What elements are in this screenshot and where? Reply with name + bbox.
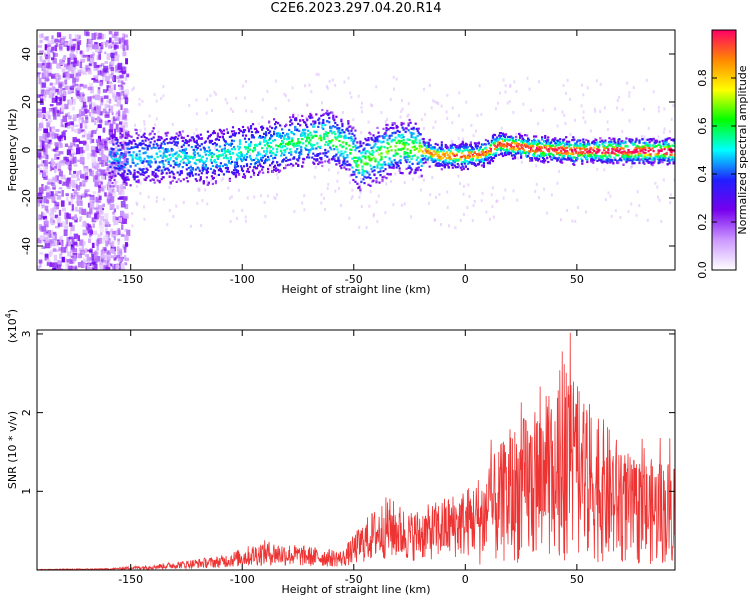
colorbar-tick-label: 0.0 — [696, 261, 709, 279]
spectrogram-x-tick-label: -150 — [118, 273, 143, 286]
snr-x-label: Height of straight line (km) — [281, 583, 430, 596]
snr-x-tick-label: -50 — [345, 573, 363, 586]
colorbar-ticks: 0.0 0.2 0.4 0.6 0.8 — [696, 69, 736, 279]
figure-title: C2E6.2023.297.04.20.R14 — [270, 1, 442, 16]
spectrogram-y-label: Frequency (Hz) — [6, 109, 19, 192]
spectrogram-x-tick-label: -50 — [345, 273, 363, 286]
spectrogram-y-tick-label: -20 — [20, 189, 33, 207]
snr-frame — [36, 329, 676, 571]
spectrogram-x-tick-label: 0 — [462, 273, 469, 286]
snr-multiplier-base: (x10 — [6, 318, 19, 343]
snr-panel: -150 -100 -50 0 50 1 2 3 Height of straight li… — [4, 309, 676, 596]
snr-series-line — [37, 332, 675, 570]
spectrogram-heatmap — [37, 30, 675, 270]
spectrogram-y-tick-label: 20 — [20, 95, 33, 109]
snr-y-tick-label: 1 — [20, 488, 33, 495]
spectrogram-x-label: Height of straight line (km) — [281, 283, 430, 296]
spectrogram-y-tick-label: 0 — [20, 147, 33, 154]
spectrogram-x-tick-label: -100 — [230, 273, 255, 286]
spectrogram-y-tick-label: -40 — [20, 237, 33, 255]
snr-y-tick-label: 2 — [20, 409, 33, 416]
spectrogram-y-tick-label: 40 — [20, 47, 33, 61]
spectrogram-x-tick-label: 50 — [570, 273, 584, 286]
colorbar-gradient — [711, 29, 737, 271]
snr-multiplier-exp: 4 — [4, 313, 13, 318]
colorbar-tick-label: 0.6 — [696, 117, 709, 135]
snr-x-tick-label: -100 — [230, 573, 255, 586]
snr-y-axis: 1 2 3 — [20, 330, 675, 495]
colorbar-tick-label: 0.2 — [696, 213, 709, 231]
snr-y-label: SNR (10 * v/v) — [6, 411, 19, 489]
colorbar: 0.0 0.2 0.4 0.6 0.8 Normalized spectral ampl… — [696, 29, 749, 279]
colorbar-label: Normalized spectral amplitude — [736, 65, 749, 234]
spectrogram-y-axis: -40 -20 0 20 40 — [20, 47, 675, 255]
snr-y-tick-label: 3 — [20, 330, 33, 337]
colorbar-tick-label: 0.4 — [696, 165, 709, 183]
spectrogram-x-axis: -150 -100 -50 0 50 — [118, 30, 584, 286]
snr-x-tick-label: -150 — [118, 573, 143, 586]
snr-x-tick-label: 0 — [462, 573, 469, 586]
snr-multiplier: (x104) — [4, 309, 19, 343]
snr-x-axis: -150 -100 -50 0 50 — [118, 330, 584, 586]
snr-x-tick-label: 50 — [570, 573, 584, 586]
spectrogram-panel: -150 -100 -50 0 50 -40 -20 0 20 40 Height of str… — [6, 29, 676, 296]
colorbar-tick-label: 0.8 — [696, 69, 709, 87]
